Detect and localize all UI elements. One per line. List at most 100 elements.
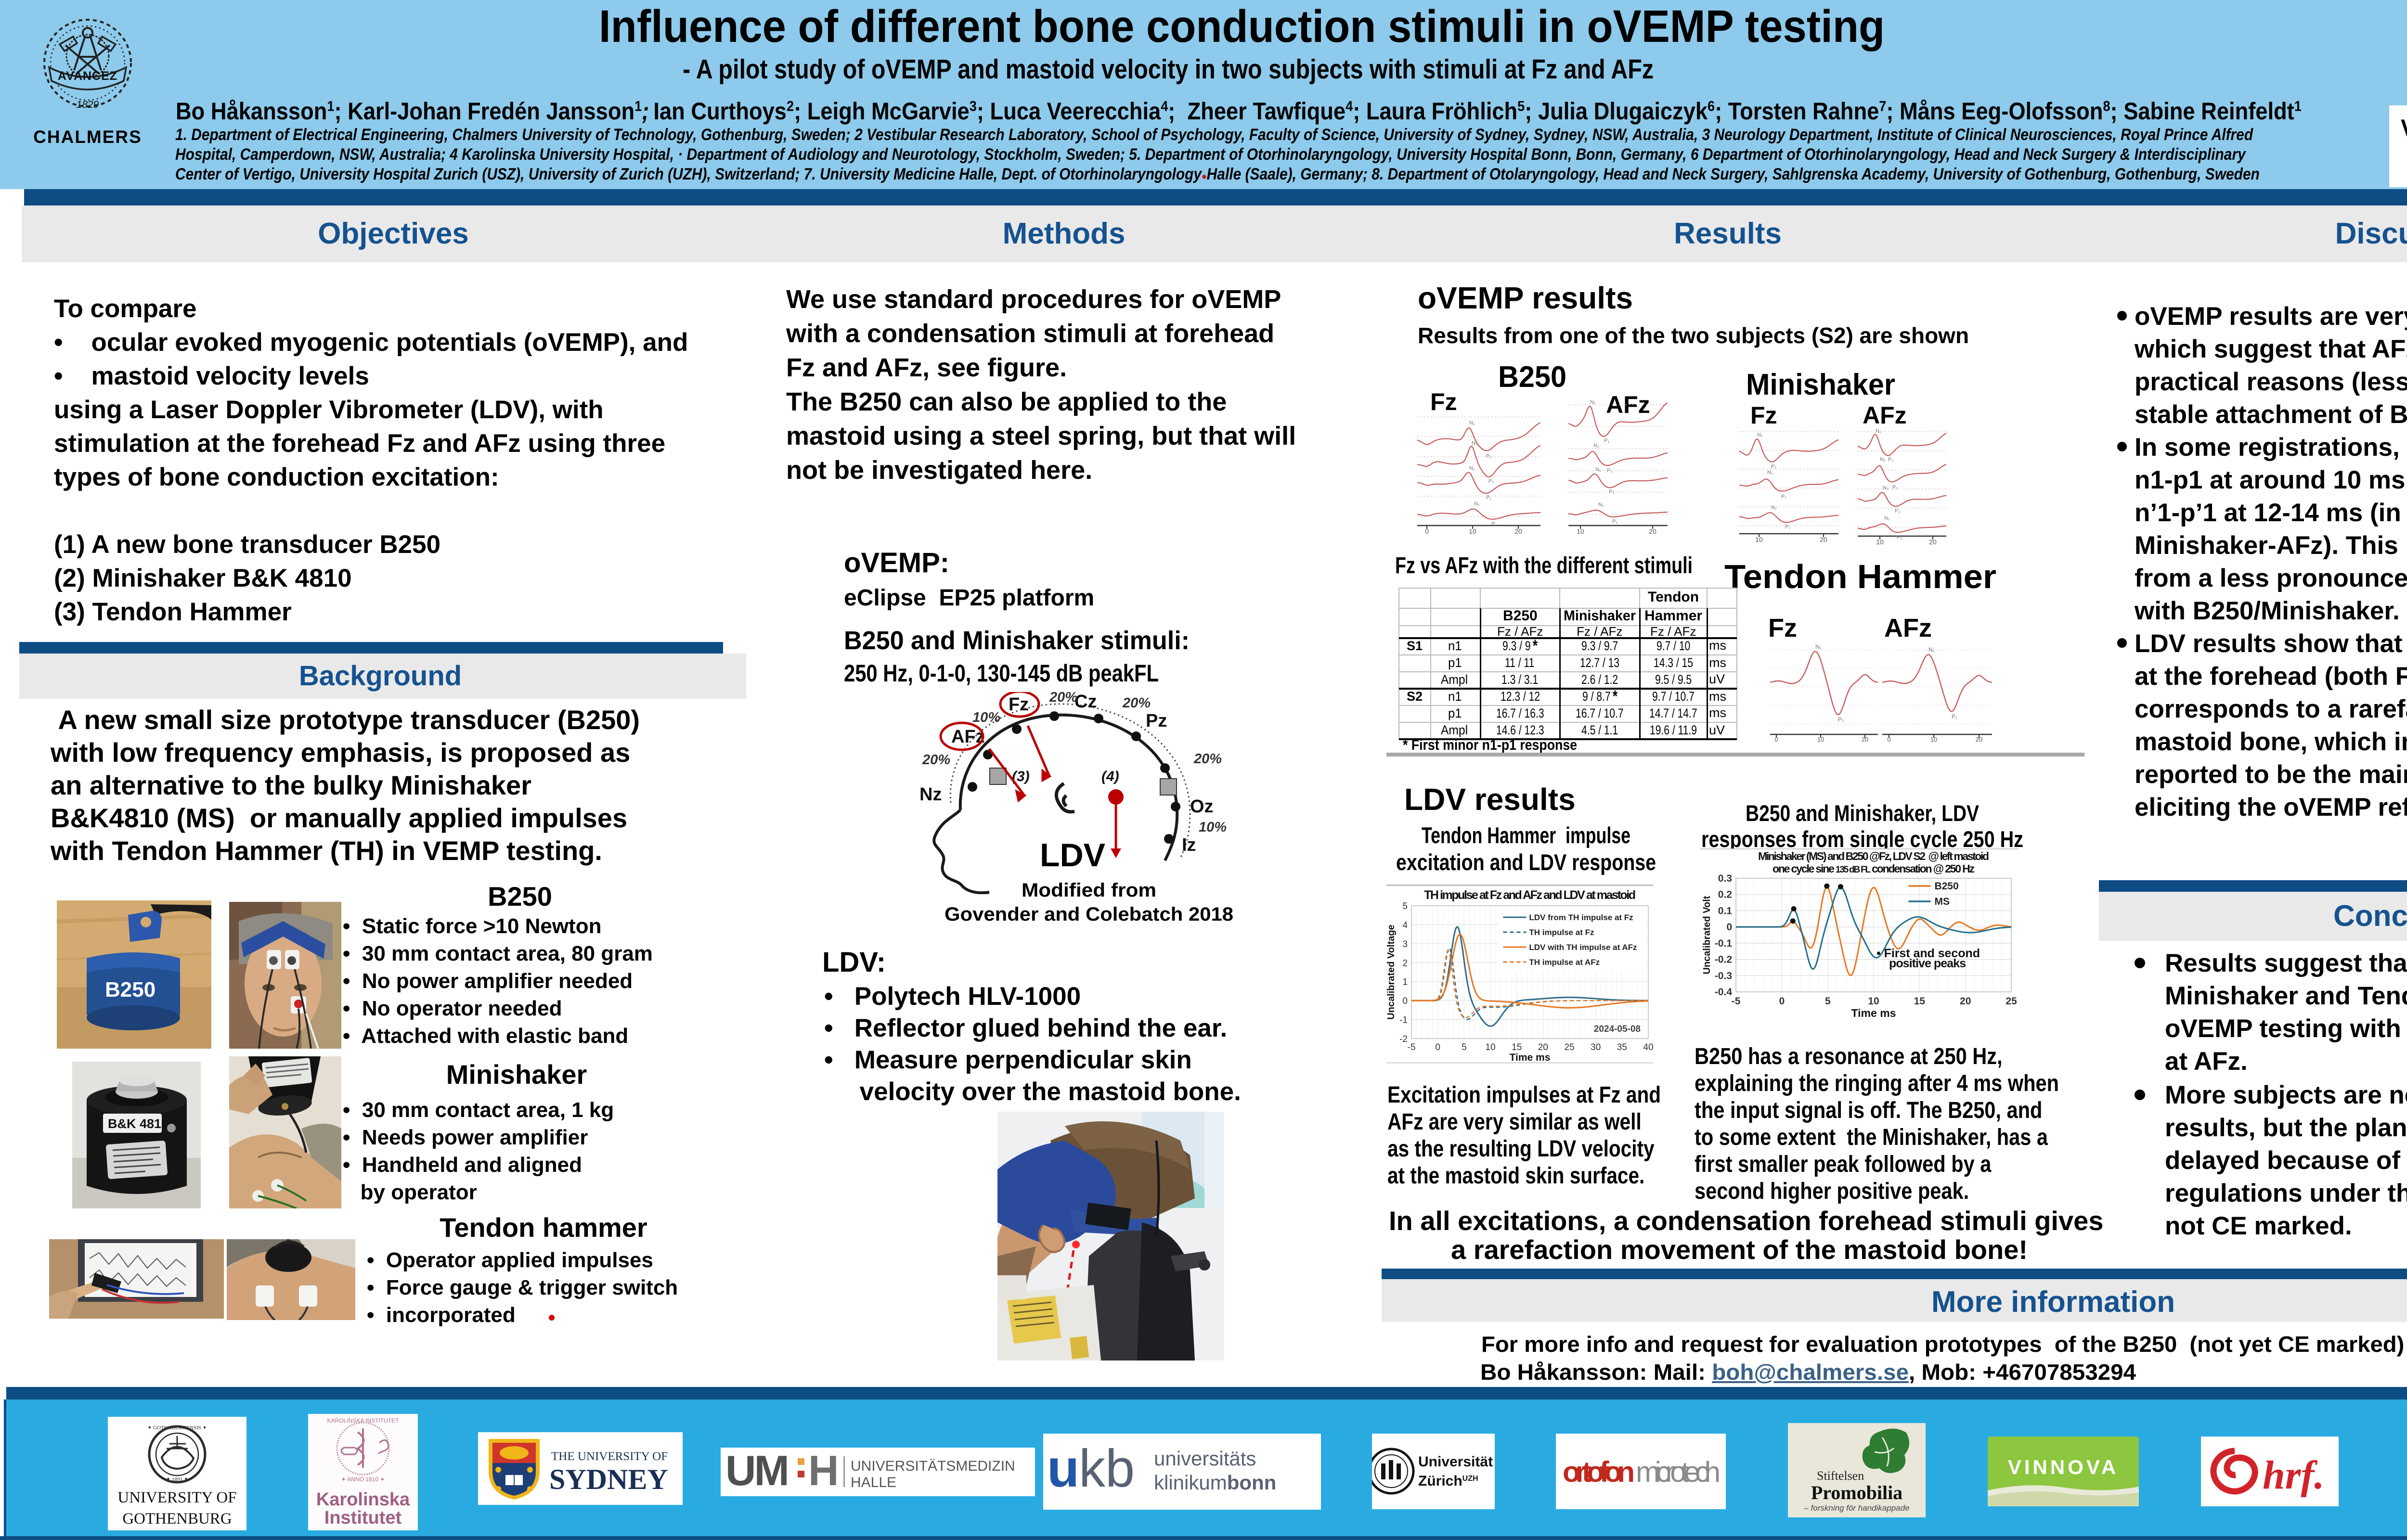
svg-text:10: 10 xyxy=(1469,527,1476,534)
svg-text:Cz: Cz xyxy=(1074,692,1097,712)
svg-text:hrf.: hrf. xyxy=(2263,1453,2324,1498)
svg-text:B&K 4810: B&K 4810 xyxy=(108,1116,168,1131)
svg-text:0: 0 xyxy=(1887,736,1890,742)
svg-text:P₁: P₁ xyxy=(1781,494,1786,500)
svg-text:N₁: N₁ xyxy=(1876,428,1881,434)
svg-text:P₁: P₁ xyxy=(1488,478,1494,484)
svg-text:Uncalibrated Voltage: Uncalibrated Voltage xyxy=(1386,924,1397,1019)
svg-text:0.2: 0.2 xyxy=(1718,889,1732,900)
svg-text:P₁: P₁ xyxy=(1771,464,1776,470)
svg-text:30: 30 xyxy=(1591,1042,1601,1052)
svg-text:N₁: N₁ xyxy=(1469,420,1475,426)
svg-text:✦ ANNO 1810 ✦: ✦ ANNO 1810 ✦ xyxy=(341,1476,385,1483)
svg-text:-5: -5 xyxy=(1732,996,1741,1007)
svg-text:Stiftelsen: Stiftelsen xyxy=(1817,1469,1864,1483)
svg-text:-0.3: -0.3 xyxy=(1715,970,1732,981)
svg-text:P₁: P₁ xyxy=(1785,524,1790,530)
svg-text:10: 10 xyxy=(1868,996,1879,1007)
svg-text:N₁: N₁ xyxy=(1884,515,1890,521)
svg-text:20: 20 xyxy=(1976,736,1982,742)
svg-text:• First and second: • First and second xyxy=(1876,947,1980,960)
svg-text:25: 25 xyxy=(2006,996,2017,1007)
svg-text:N₁: N₁ xyxy=(1474,501,1480,507)
svg-text:2024-05-08: 2024-05-08 xyxy=(1594,1024,1641,1034)
svg-text:10: 10 xyxy=(1485,1042,1495,1052)
svg-text:UNIVERSITÄTSMEDIZIN: UNIVERSITÄTSMEDIZIN xyxy=(851,1458,1015,1474)
svg-text:H: H xyxy=(808,1448,839,1494)
svg-text:LDV with TH impulse at AFz: LDV with TH impulse at AFz xyxy=(1529,943,1637,952)
svg-text:N₁: N₁ xyxy=(1593,443,1599,449)
svg-text:20: 20 xyxy=(1820,536,1827,542)
svg-text:universitäts: universitäts xyxy=(1154,1447,1256,1470)
svg-text:0: 0 xyxy=(1435,1042,1440,1052)
svg-text:-0.1: -0.1 xyxy=(1715,938,1733,949)
svg-text:VINNOVA: VINNOVA xyxy=(2008,1456,2119,1478)
svg-text:one cycle sine 135 dB FL conde: one cycle sine 135 dB FL condensation @ … xyxy=(1773,862,1975,875)
svg-text:Oz: Oz xyxy=(1190,796,1214,817)
svg-text:20%: 20% xyxy=(1193,751,1222,767)
svg-text:20%: 20% xyxy=(1122,695,1151,711)
svg-text:10: 10 xyxy=(1817,736,1824,742)
svg-text:N₁: N₁ xyxy=(1880,457,1886,462)
svg-text:3: 3 xyxy=(1402,939,1408,950)
svg-text:TH impulse at Fz: TH impulse at Fz xyxy=(1529,928,1594,937)
svg-text:TH impulse at Fz and AFz and L: TH impulse at Fz and AFz and LDV at mast… xyxy=(1424,888,1636,902)
svg-text:5: 5 xyxy=(1402,901,1408,911)
svg-text:0.1: 0.1 xyxy=(1718,905,1733,916)
svg-text:20%: 20% xyxy=(1049,692,1077,705)
svg-text:0: 0 xyxy=(1402,996,1408,1006)
svg-text:20%: 20% xyxy=(922,752,950,768)
svg-text:N₁: N₁ xyxy=(1757,432,1763,438)
svg-text:N₁: N₁ xyxy=(1771,505,1777,511)
svg-text:B250: B250 xyxy=(1934,881,1958,892)
svg-text:N₁: N₁ xyxy=(1767,470,1773,475)
svg-text:KAROLINSKA INSTITUTET: KAROLINSKA INSTITUTET xyxy=(327,1417,399,1424)
svg-text:10%: 10% xyxy=(1199,820,1227,835)
svg-text:0.3: 0.3 xyxy=(1718,873,1732,884)
svg-text:5: 5 xyxy=(1825,996,1831,1007)
svg-text:P₁: P₁ xyxy=(1888,457,1893,462)
svg-text:10: 10 xyxy=(1930,736,1937,742)
svg-text:5: 5 xyxy=(1462,1042,1467,1052)
svg-text:25: 25 xyxy=(1564,1042,1574,1052)
svg-text:P₁: P₁ xyxy=(1952,713,1957,720)
svg-text:20: 20 xyxy=(1514,527,1522,534)
svg-text:P₁: P₁ xyxy=(1604,438,1609,444)
svg-text:P₁: P₁ xyxy=(1607,468,1612,474)
svg-text:Nz: Nz xyxy=(919,784,942,805)
svg-text:20: 20 xyxy=(1960,996,1971,1007)
svg-text:P₁: P₁ xyxy=(1838,716,1844,723)
svg-text:P₁: P₁ xyxy=(1486,453,1491,459)
svg-text:0: 0 xyxy=(1425,527,1429,534)
svg-text:– forskning för handikappade: – forskning för handikappade xyxy=(1803,1503,1909,1513)
svg-text:MS: MS xyxy=(1934,896,1950,907)
svg-text:P₁: P₁ xyxy=(1486,495,1491,500)
svg-text:-1: -1 xyxy=(1399,1015,1408,1026)
svg-text:15: 15 xyxy=(1512,1042,1522,1052)
svg-text:20: 20 xyxy=(1862,736,1868,742)
svg-text:AVANCEZ: AVANCEZ xyxy=(58,69,117,83)
svg-text:B250: B250 xyxy=(105,978,155,1001)
svg-text:N₁: N₁ xyxy=(1815,643,1822,650)
svg-text:1: 1 xyxy=(1402,977,1408,988)
svg-text:-0.2: -0.2 xyxy=(1715,954,1732,965)
svg-text:N₁: N₁ xyxy=(1469,465,1475,471)
svg-text:ortofon: ortofon xyxy=(1563,1456,1635,1488)
svg-text:4: 4 xyxy=(1402,920,1408,930)
svg-text:P₁: P₁ xyxy=(1897,535,1902,540)
svg-text:Time ms: Time ms xyxy=(1510,1052,1551,1063)
svg-text:P₁: P₁ xyxy=(1609,489,1614,495)
svg-text:10: 10 xyxy=(1876,538,1884,545)
svg-text:✦ 1891 ✦: ✦ 1891 ✦ xyxy=(166,1476,188,1482)
svg-text:HALLE: HALLE xyxy=(851,1475,896,1490)
svg-text:20: 20 xyxy=(1929,538,1937,545)
svg-text:2: 2 xyxy=(1402,958,1408,968)
svg-text:Karolinska: Karolinska xyxy=(316,1489,410,1510)
svg-text:N₁: N₁ xyxy=(1598,502,1604,508)
svg-text:20: 20 xyxy=(1538,1042,1548,1052)
svg-text:N₁: N₁ xyxy=(1595,467,1601,473)
svg-text:0: 0 xyxy=(1726,922,1732,933)
svg-text:40: 40 xyxy=(1643,1042,1653,1052)
svg-text:10: 10 xyxy=(1577,527,1584,534)
svg-text:P₁: P₁ xyxy=(1612,519,1618,525)
